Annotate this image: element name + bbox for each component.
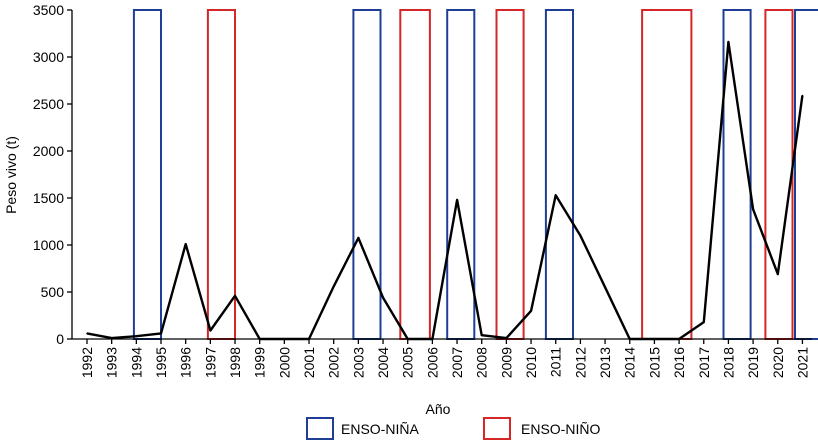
enso-nino-box-7 (641, 9, 693, 340)
legend-nina-label: ENSO-NIÑA (341, 421, 419, 437)
enso-nino-box-9 (764, 9, 794, 340)
enso-nino-box-3 (399, 9, 431, 340)
y-axis-title: Peso vivo (t) (3, 136, 19, 214)
x-tick-label-1996: 1996 (178, 347, 194, 378)
axes: 0 500 1000 1500 2000 2500 3000 3500 1992 1993 1994… (33, 2, 812, 378)
x-tick-label-2003: 2003 (350, 347, 366, 378)
x-tick-label-1998: 1998 (227, 347, 243, 378)
enso-nina-box-6 (544, 9, 575, 340)
enso-nina-box-10 (794, 9, 818, 340)
x-tick-label-1997: 1997 (202, 347, 218, 378)
data-point-2011 (554, 194, 557, 196)
x-tick-label-2019: 2019 (745, 347, 761, 378)
series-line-0 (86, 40, 804, 341)
data-point-1997 (209, 329, 212, 332)
x-tick-label-2008: 2008 (474, 347, 490, 378)
enso-nino-box-1 (206, 9, 236, 340)
data-point-2015 (653, 338, 656, 340)
x-tick-label-2016: 2016 (671, 347, 687, 378)
data-point-2005 (406, 338, 409, 340)
x-tick-label-2010: 2010 (523, 347, 539, 378)
y-tick-label-3000: 3000 (33, 49, 64, 65)
x-tick-label-2004: 2004 (375, 347, 391, 378)
data-point-2010 (530, 310, 532, 312)
data-point-2001 (308, 338, 310, 340)
y-tick-label-500: 500 (41, 284, 65, 300)
data-point-2006 (431, 338, 434, 340)
series-layer (86, 40, 804, 341)
y-tick-label-2500: 2500 (33, 96, 64, 112)
data-point-2017 (703, 321, 705, 323)
data-point-2019 (752, 208, 754, 211)
x-tick-label-1993: 1993 (104, 347, 120, 378)
y-tick-label-0: 0 (56, 331, 64, 347)
data-point-1995 (160, 332, 162, 335)
data-point-1998 (234, 295, 236, 297)
data-point-2018 (727, 41, 730, 43)
x-tick-label-2014: 2014 (622, 347, 638, 378)
x-tick-label-2007: 2007 (449, 347, 465, 378)
x-tick-label-1995: 1995 (153, 347, 169, 378)
x-tick-label-2009: 2009 (498, 347, 514, 378)
data-point-1999 (258, 338, 261, 340)
enso-nino-box-5 (495, 9, 525, 340)
x-tick-label-2021: 2021 (794, 347, 810, 378)
data-point-1996 (184, 243, 187, 245)
x-tick-label-2013: 2013 (597, 347, 613, 378)
legend-nina-swatch (306, 417, 334, 440)
legend: ENSO-NIÑA ENSO-NIÑO (306, 417, 600, 440)
data-point-2004 (382, 296, 384, 299)
data-point-2021 (801, 94, 804, 97)
x-tick-label-2017: 2017 (696, 347, 712, 378)
data-point-2014 (628, 338, 631, 340)
data-point-2020 (777, 273, 779, 275)
y-tick-label-1500: 1500 (33, 190, 64, 206)
data-point-1992 (86, 332, 88, 335)
enso-nina-box-2 (352, 9, 382, 340)
x-axis-title: Año (426, 401, 451, 417)
x-tick-label-2015: 2015 (646, 347, 662, 378)
data-point-2008 (480, 334, 483, 337)
x-tick-label-2020: 2020 (770, 347, 786, 378)
x-tick-label-2012: 2012 (572, 347, 588, 378)
y-tick-label-2000: 2000 (33, 143, 64, 159)
data-point-2012 (579, 234, 582, 237)
y-tick-label-3500: 3500 (33, 2, 64, 18)
x-tick-label-2000: 2000 (276, 347, 292, 378)
data-point-2009 (505, 337, 508, 339)
legend-nino-swatch (483, 417, 511, 440)
data-point-2013 (604, 286, 606, 289)
enso-periods (132, 9, 818, 340)
x-tick-label-2006: 2006 (424, 347, 440, 378)
data-point-2000 (283, 338, 286, 340)
legend-nino-label: ENSO-NIÑO (521, 421, 600, 437)
data-point-1993 (110, 337, 113, 339)
x-tick-label-2005: 2005 (400, 347, 416, 378)
x-tick-label-1992: 1992 (79, 347, 95, 378)
x-tick-label-2002: 2002 (326, 347, 342, 378)
data-point-2007 (456, 199, 458, 201)
data-point-2002 (332, 285, 335, 288)
x-tick-label-2018: 2018 (720, 347, 736, 378)
enso-nina-box-0 (132, 9, 162, 340)
x-tick-label-1994: 1994 (128, 347, 144, 378)
data-point-2016 (678, 338, 680, 340)
x-tick-label-2011: 2011 (548, 347, 564, 377)
x-tick-label-2001: 2001 (301, 347, 317, 378)
y-tick-label-1000: 1000 (33, 237, 64, 253)
x-tick-label-1999: 1999 (252, 347, 268, 378)
enso-nina-box-4 (446, 9, 476, 340)
data-point-2003 (357, 237, 360, 239)
data-point-1994 (135, 335, 138, 338)
